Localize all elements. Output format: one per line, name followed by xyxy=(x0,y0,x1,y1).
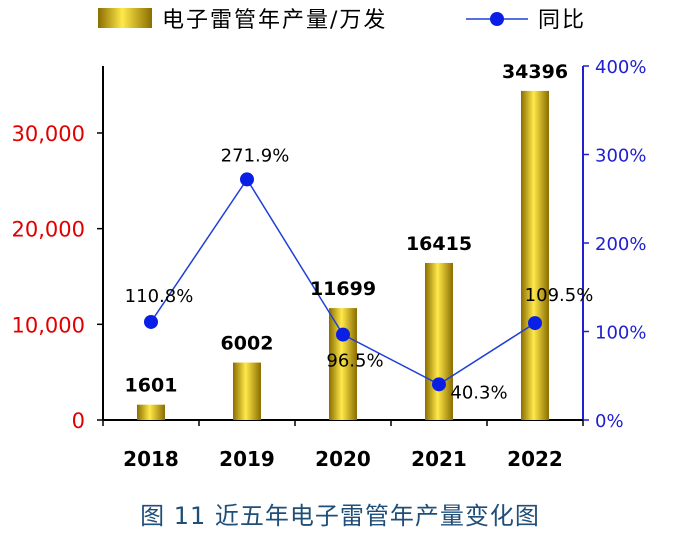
right-tick-label: 400% xyxy=(595,57,646,78)
left-tick-label: 30,000 xyxy=(12,122,85,146)
x-tick-label: 2022 xyxy=(507,447,563,471)
right-tick-label: 100% xyxy=(595,323,646,344)
x-tick-label: 2019 xyxy=(219,447,275,471)
bar-2019 xyxy=(233,363,261,420)
figure-caption: 图 11 近五年电子雷管年产量变化图 xyxy=(0,496,680,531)
axes: 0 10,000 20,000 30,000 0% 100% 200% 300% 400% 201… xyxy=(12,57,647,471)
x-tick-label: 2018 xyxy=(123,447,179,471)
legend: 电子雷管年产量/万发 同比 xyxy=(98,8,586,33)
yoy-point-2019 xyxy=(240,172,254,186)
right-tick-label: 300% xyxy=(595,146,646,167)
yoy-point-2020 xyxy=(336,328,350,342)
bar-2022 xyxy=(521,91,549,420)
bar-value-label: 34396 xyxy=(502,61,568,83)
chart: 电子雷管年产量/万发 同比 0 10,000 20,000 30,000 0% 100% 20… xyxy=(0,0,680,490)
yoy-value-label: 109.5% xyxy=(525,285,594,306)
bar-value-label: 6002 xyxy=(221,333,274,355)
legend-swatch-marker xyxy=(490,12,504,26)
bar-value-label: 16415 xyxy=(406,233,472,255)
yoy-value-label: 110.8% xyxy=(125,286,194,307)
legend-swatch-bar xyxy=(98,8,152,28)
legend-label-bar: 电子雷管年产量/万发 xyxy=(162,8,387,33)
x-tick-label: 2020 xyxy=(315,447,371,471)
yoy-point-2022 xyxy=(528,316,542,330)
yoy-value-label: 40.3% xyxy=(450,382,507,403)
bar-value-label: 11699 xyxy=(310,278,376,300)
left-tick-label: 10,000 xyxy=(12,313,85,337)
yoy-point-2018 xyxy=(144,315,158,329)
right-tick-label: 0% xyxy=(595,411,624,432)
legend-label-line: 同比 xyxy=(538,8,586,33)
x-tick-label: 2021 xyxy=(411,447,467,471)
bar-2018 xyxy=(137,405,165,420)
yoy-point-2021 xyxy=(432,377,446,391)
yoy-value-label: 271.9% xyxy=(221,145,290,166)
right-tick-label: 200% xyxy=(595,234,646,255)
yoy-value-label: 96.5% xyxy=(326,351,383,372)
bar-2021 xyxy=(425,263,453,420)
bar-value-label: 1601 xyxy=(125,375,178,397)
left-tick-label: 20,000 xyxy=(12,218,85,242)
left-tick-label: 0 xyxy=(72,409,85,433)
